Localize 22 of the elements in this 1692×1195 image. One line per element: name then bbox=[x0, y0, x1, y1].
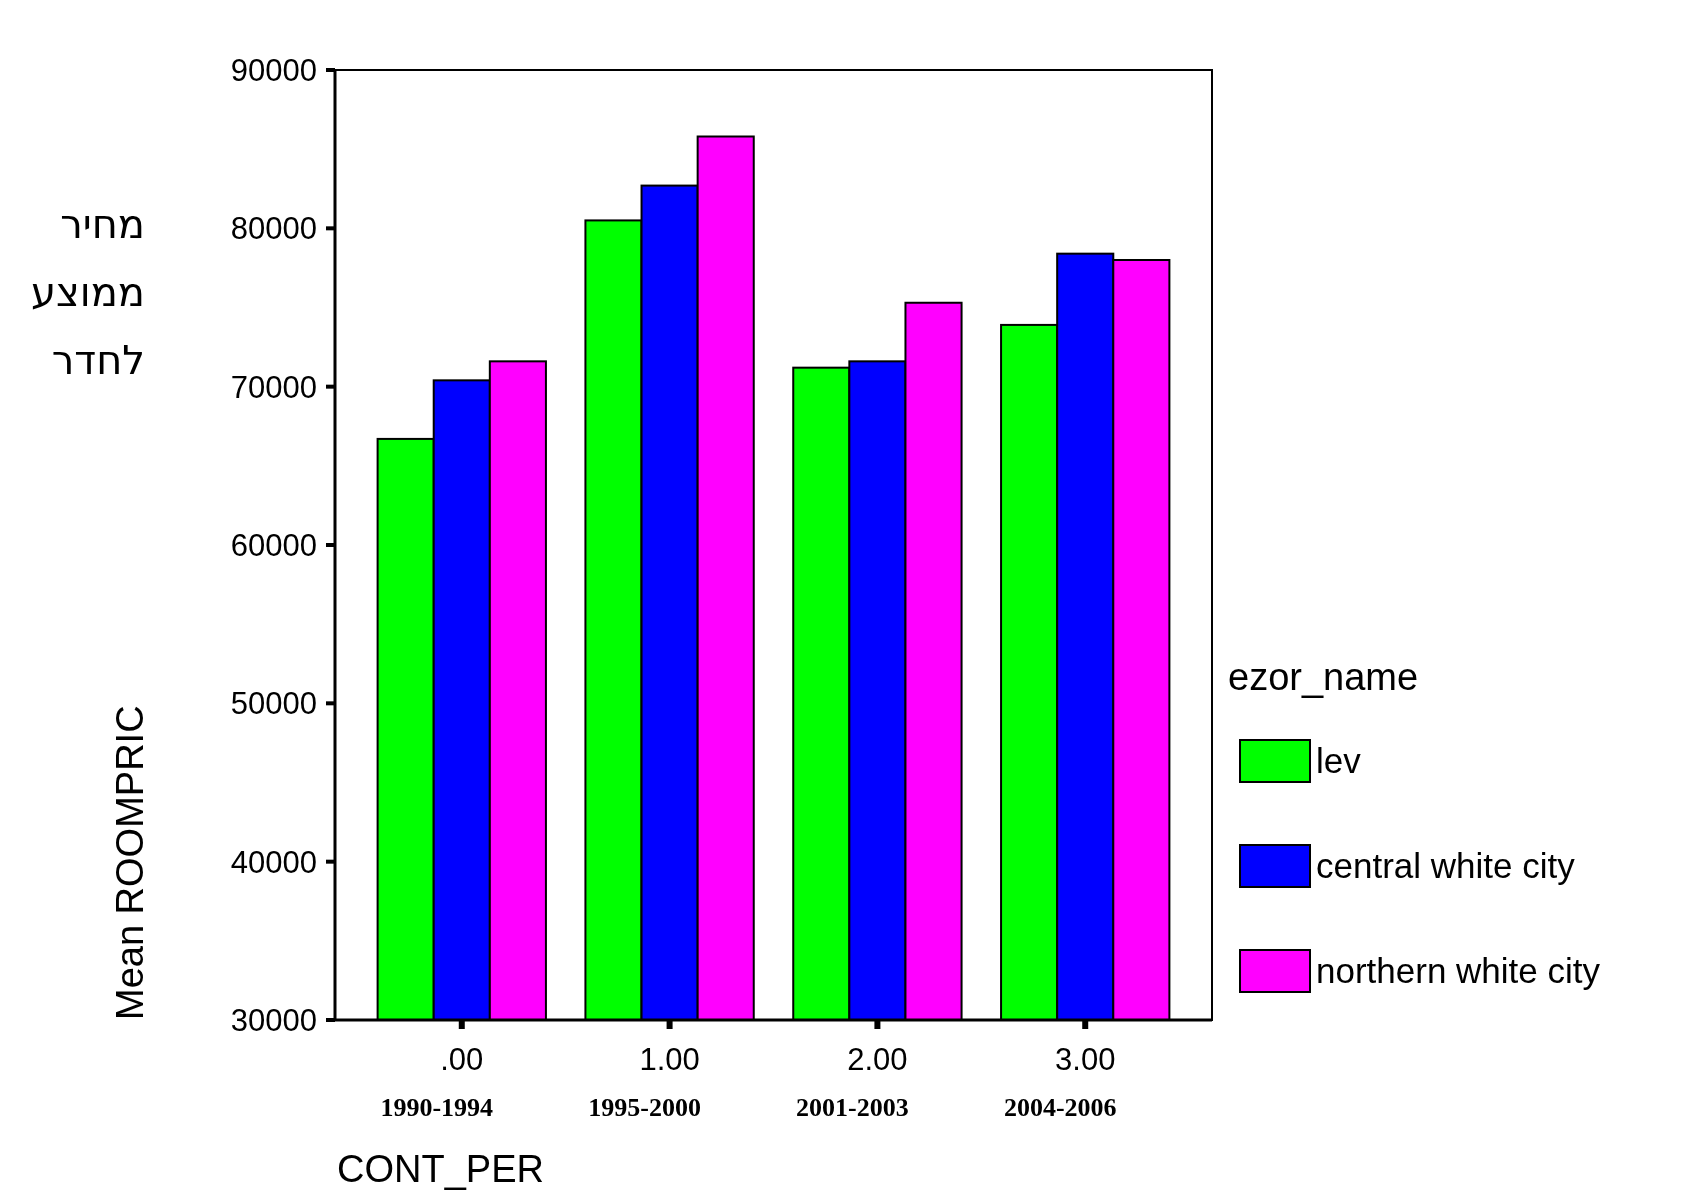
y-tick-label: 90000 bbox=[230, 53, 317, 88]
legend-label: lev bbox=[1316, 741, 1362, 780]
text: 2004-2006 bbox=[1003, 1093, 1117, 1122]
y-tick-label: 40000 bbox=[230, 844, 317, 880]
legend-label: northern white city bbox=[1316, 951, 1601, 990]
legend-label: central white city bbox=[1316, 846, 1576, 885]
x-tick-label: 1.00 bbox=[639, 1042, 700, 1077]
text: 1995-2000 bbox=[588, 1093, 701, 1122]
x-axis-title: CONT_PER bbox=[337, 1148, 544, 1190]
x-tick-label: 3.00 bbox=[1055, 1042, 1116, 1077]
y-tick-label: 60000 bbox=[230, 528, 317, 563]
y-tick-label: 80000 bbox=[230, 211, 317, 247]
text: 2001-2003 bbox=[796, 1093, 909, 1122]
x-tick-label: .00 bbox=[440, 1042, 484, 1077]
y-tick-label: 50000 bbox=[230, 686, 317, 722]
y-tick-label: 30000 bbox=[230, 1003, 317, 1038]
text: מחיר ממוצע לחדר bbox=[30, 200, 145, 385]
text: 1990-1994 bbox=[380, 1093, 494, 1122]
y-axis-title: Mean ROOMPRIC bbox=[109, 705, 151, 1020]
x-tick-label: 2.00 bbox=[847, 1042, 908, 1077]
legend-title: ezor_name bbox=[1228, 656, 1419, 698]
y-tick-label: 70000 bbox=[230, 369, 317, 405]
